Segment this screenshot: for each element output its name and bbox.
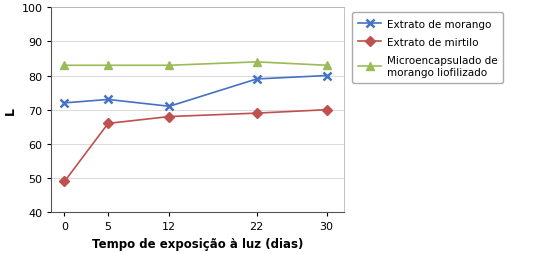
Extrato de mirtilo (254, 112, 260, 115)
Extrato de mirtilo (61, 180, 68, 183)
Microencapsulado de
morango liofilizado (324, 65, 330, 68)
Microencapsulado de
morango liofilizado (61, 65, 68, 68)
Microencapsulado de
morango liofilizado (105, 65, 112, 68)
Microencapsulado de
morango liofilizado (254, 61, 260, 64)
Line: Extrato de morango: Extrato de morango (60, 72, 331, 111)
Extrato de morango (166, 105, 173, 108)
Extrato de mirtilo (105, 122, 112, 125)
Extrato de morango (105, 99, 112, 102)
Legend: Extrato de morango, Extrato de mirtilo, Microencapsulado de
morango liofilizado: Extrato de morango, Extrato de mirtilo, … (352, 13, 503, 84)
Line: Microencapsulado de
morango liofilizado: Microencapsulado de morango liofilizado (60, 58, 331, 70)
X-axis label: Tempo de exposição à luz (dias): Tempo de exposição à luz (dias) (92, 237, 304, 250)
Extrato de mirtilo (324, 109, 330, 112)
Microencapsulado de
morango liofilizado (166, 65, 173, 68)
Y-axis label: L: L (4, 106, 17, 114)
Extrato de mirtilo (166, 116, 173, 119)
Extrato de morango (61, 102, 68, 105)
Extrato de morango (324, 75, 330, 78)
Extrato de morango (254, 78, 260, 81)
Line: Extrato de mirtilo: Extrato de mirtilo (61, 107, 330, 185)
